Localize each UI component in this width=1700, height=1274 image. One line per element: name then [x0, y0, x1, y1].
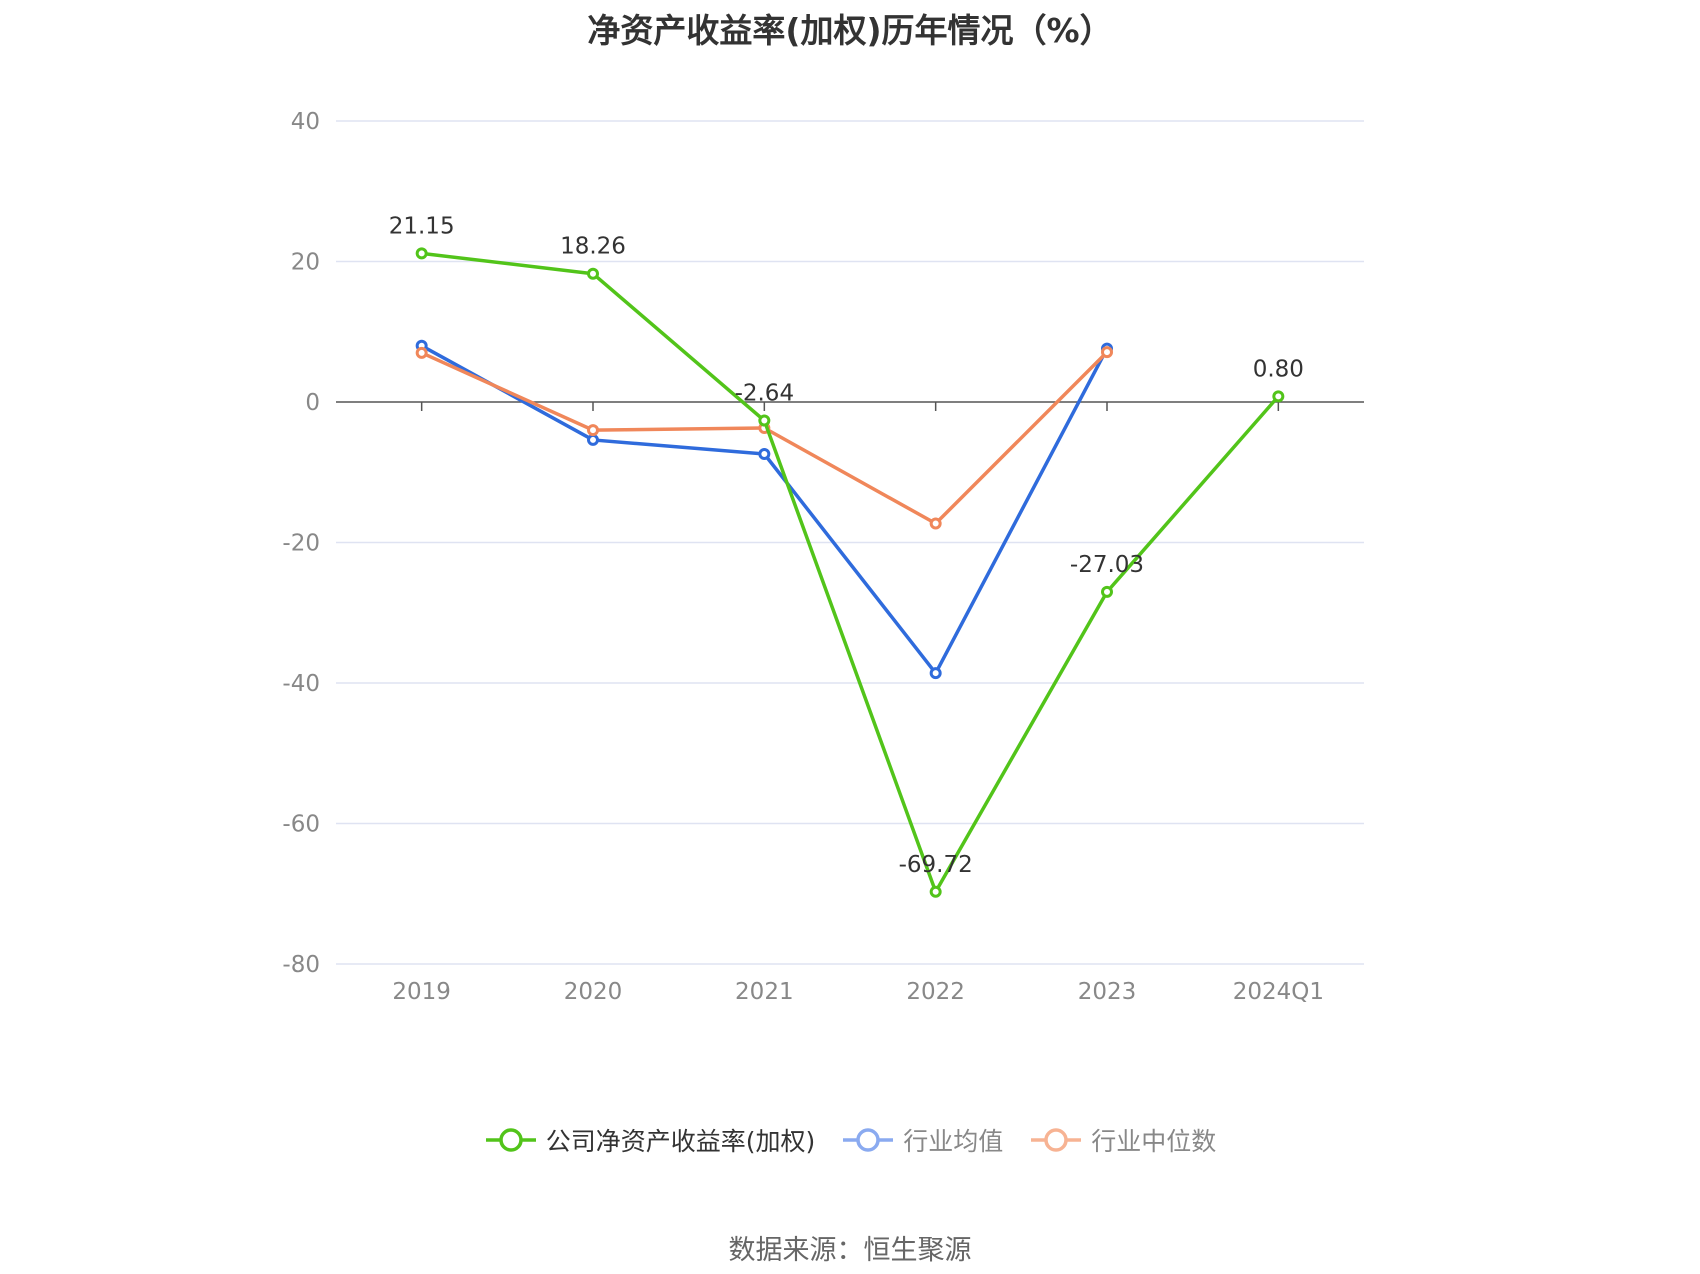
y-tick-label: 40 — [291, 109, 320, 135]
data-label: 18.26 — [560, 234, 626, 260]
x-tick-label: 2023 — [1078, 979, 1137, 1005]
series-line — [420, 350, 1109, 526]
legend-item[interactable]: 行业均值 — [841, 1122, 1003, 1158]
chart-title: 净资产收益率(加权)历年情况（%） — [587, 11, 1113, 50]
data-point — [929, 517, 942, 530]
series-line — [421, 251, 1280, 894]
data-point — [415, 247, 428, 260]
y-tick-label: 0 — [305, 390, 320, 416]
data-point — [929, 885, 942, 898]
legend-item[interactable]: 行业中位数 — [1029, 1122, 1216, 1158]
data-point — [415, 346, 428, 359]
plot-area: 40 20 0 -20 -40 -60 -80 2019 2020 2021 2022 2023 202… — [282, 109, 1364, 1005]
legend-label: 公司净资产收益率(加权) — [545, 1127, 816, 1156]
x-tick-label: 2024Q1 — [1233, 979, 1324, 1005]
legend-label: 行业中位数 — [1091, 1127, 1217, 1156]
data-point — [1101, 585, 1113, 598]
data-point — [929, 667, 942, 680]
data-label: -27.03 — [1070, 552, 1144, 578]
data-label: -69.72 — [899, 852, 973, 878]
data-point — [1272, 390, 1285, 403]
data-point — [758, 447, 771, 460]
data-point — [587, 424, 599, 437]
legend-swatch-icon — [843, 1128, 894, 1152]
data-label: 21.15 — [389, 213, 455, 239]
y-tick-label: -80 — [282, 952, 320, 978]
data-label: 0.80 — [1253, 356, 1304, 382]
data-label: -2.64 — [735, 381, 795, 407]
legend-item[interactable]: 公司净资产收益率(加权) — [484, 1122, 816, 1158]
y-tick-label: -20 — [282, 531, 320, 557]
x-tick-label: 2019 — [392, 979, 451, 1005]
data-point — [758, 414, 771, 427]
legend: 公司净资产收益率(加权) 行业均值 行业中位数 — [0, 1122, 1700, 1158]
legend-swatch-icon — [1031, 1128, 1082, 1152]
x-tick-label: 2021 — [735, 979, 794, 1005]
y-tick-label: -40 — [282, 671, 320, 697]
y-tick-label: -60 — [282, 812, 320, 838]
legend-label: 行业均值 — [903, 1127, 1004, 1156]
data-point — [587, 433, 599, 446]
source-note: 数据来源：恒生聚源 — [728, 1235, 972, 1266]
x-tick-label: 2020 — [564, 979, 623, 1005]
y-tick-label: 20 — [291, 250, 320, 276]
legend-swatch-icon — [485, 1128, 536, 1152]
x-tick-label: 2022 — [906, 979, 965, 1005]
data-point — [587, 267, 599, 280]
data-point — [1101, 346, 1113, 359]
